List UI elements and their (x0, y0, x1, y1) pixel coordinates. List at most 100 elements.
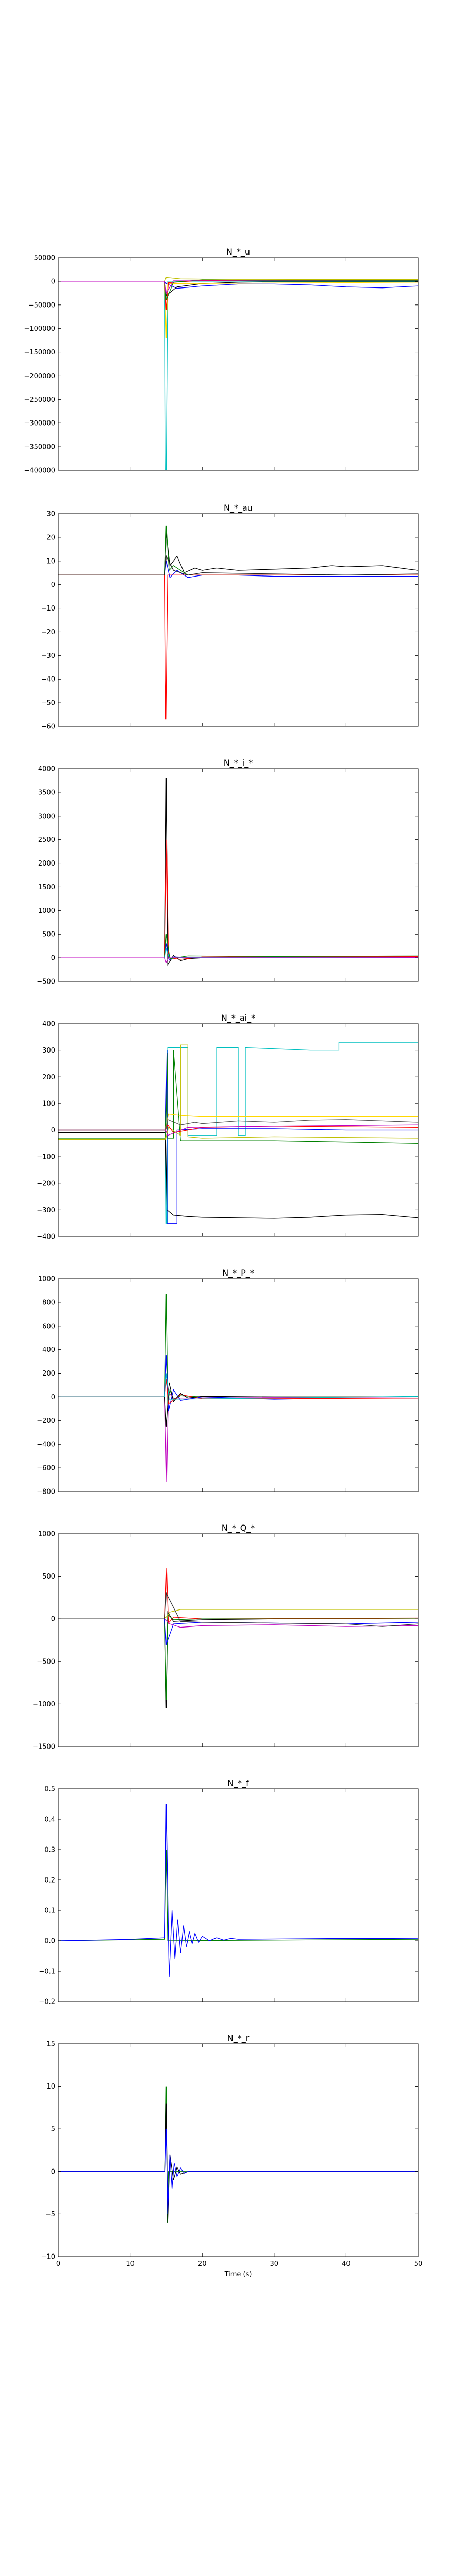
y-tick-label: 800 (42, 1299, 55, 1307)
series-line-3 (58, 1614, 418, 1700)
series-line-5 (58, 1382, 418, 1427)
subplot-title: N_*_ai_* (221, 1013, 255, 1023)
y-tick-label: −100000 (24, 325, 55, 333)
x-tick-label: 0 (56, 2260, 60, 2268)
y-tick-label: −20 (41, 629, 55, 636)
series-line-6 (58, 279, 418, 300)
y-tick-label: 10 (46, 2083, 55, 2091)
subplot-title: N_*_i_* (224, 758, 253, 768)
y-tick-label: 0.5 (44, 1786, 55, 1793)
axes-frame (58, 257, 419, 471)
series-line-2 (58, 1804, 418, 1977)
y-tick-label: 1000 (38, 1531, 55, 1538)
subplot-4: N_*_ai_* 400 300 200 100 0 −100 −200 −300 −400 (37, 1013, 419, 1241)
series-group (58, 525, 418, 720)
series-line-3 (58, 1355, 418, 1412)
series-line-3 (58, 281, 418, 470)
y-tick-label: 1000 (38, 1276, 55, 1283)
y-tick-label: −0.2 (39, 1998, 55, 2006)
y-tick-label: −600 (37, 1465, 55, 1472)
subplot-title: N_*_P_* (222, 1268, 254, 1278)
y-tick-label: 2000 (38, 860, 55, 868)
y-tick-label: 30 (46, 511, 55, 518)
axes-frame (58, 2043, 419, 2257)
series-line-4 (58, 934, 418, 959)
y-tick-label: −1000 (32, 1701, 55, 1708)
series-line-3 (58, 1050, 418, 1224)
subplot-title: N_*_u (226, 247, 250, 257)
series-line-4 (58, 281, 418, 338)
y-tick-label: 0.3 (44, 1846, 55, 1854)
axes-frame (58, 1533, 419, 1747)
subplot-title: N_*_Q_* (222, 1523, 255, 1533)
x-axis-label: Time (s) (224, 2270, 252, 2278)
subplot-6: N_*_Q_* 1000 500 0 −500 −1000 −1500 (32, 1523, 419, 1751)
y-tick-label: 50000 (34, 255, 55, 262)
series-line-1 (58, 2086, 418, 2223)
series-line-9 (58, 1118, 418, 1131)
y-tick-label: 0.4 (44, 1816, 55, 1824)
y-tick-label: −250000 (24, 396, 55, 404)
x-tick-label: 50 (414, 2260, 423, 2268)
series-line-2 (58, 839, 418, 960)
subplot-title: N_*_au (224, 503, 253, 513)
subplot-7: N_*_f 0.5 0.4 0.3 0.2 0.1 0.0 −0.1 −0.2 (39, 1778, 419, 2006)
series-line-4 (58, 574, 418, 720)
axes-frame (58, 1788, 419, 2002)
y-tick-label: −10 (41, 2253, 55, 2261)
y-tick-label: −40 (41, 676, 55, 684)
y-tick-label: −400 (37, 1441, 55, 1449)
series-group (58, 1042, 418, 1224)
series-line-1 (58, 778, 418, 967)
y-tick-label: −10 (41, 605, 55, 613)
y-tick-label: −500 (37, 1658, 55, 1666)
subplot-3: N_*_i_* 4000 3500 3000 2500 2000 1500 1000 500 0 −… (37, 758, 419, 986)
y-tick-label: −300 (37, 1207, 55, 1214)
y-tick-label: −0.1 (39, 1968, 55, 1976)
y-tick-label: 5 (51, 2126, 55, 2133)
series-line-6 (58, 957, 418, 964)
x-tick-label: 30 (270, 2260, 279, 2268)
series-line-2 (58, 2103, 418, 2223)
y-tick-label: −100 (37, 1154, 55, 1161)
y-tick-label: 0.2 (44, 1877, 55, 1885)
x-tick-label: 40 (342, 2260, 351, 2268)
series-group (58, 1568, 418, 1708)
subplot-2: N_*_au 30 20 10 0 −10 −20 −30 −40 −50 −60 (41, 503, 419, 731)
y-tick-label: 10 (46, 557, 55, 565)
y-tick-label: 200 (42, 1074, 55, 1081)
y-tick-label: −1500 (32, 1743, 55, 1751)
y-tick-label: 200 (42, 1370, 55, 1378)
series-line-6 (58, 1373, 418, 1400)
y-tick-label: 0 (51, 1127, 55, 1134)
y-tick-label: −400000 (24, 467, 55, 475)
y-tick-label: −200 (37, 1180, 55, 1188)
y-tick-label: 600 (42, 1323, 55, 1330)
y-tick-label: −50000 (28, 301, 55, 309)
y-tick-label: 3000 (38, 812, 55, 820)
subplot-5: N_*_P_* 1000 800 600 400 200 0 −200 −400 −600 −800 (37, 1268, 419, 1496)
y-tick-label: −60 (41, 723, 55, 731)
series-line-3 (58, 525, 418, 575)
y-tick-label: 100 (42, 1100, 55, 1108)
series-line-2 (58, 532, 418, 575)
y-tick-label: 0 (51, 581, 55, 589)
y-tick-label: −300000 (24, 420, 55, 428)
y-tick-label: −200 (37, 1417, 55, 1425)
y-tick-label: 15 (46, 2041, 55, 2048)
y-tick-label: 1500 (38, 884, 55, 891)
subplot-title: N_*_r (227, 2033, 250, 2043)
y-tick-label: 0.1 (44, 1907, 55, 1915)
y-tick-label: 500 (42, 1573, 55, 1581)
y-tick-label: −500 (37, 978, 55, 986)
y-tick-label: 0 (51, 1616, 55, 1623)
y-tick-label: −800 (37, 1488, 55, 1496)
series-group (58, 1804, 418, 1977)
series-line-8 (58, 280, 418, 294)
subplot-1: N_*_u 50000 0 −50000 −100000 −150000 −200000 −2… (24, 247, 419, 475)
y-tick-label: −200000 (24, 372, 55, 380)
series-line-1 (58, 281, 418, 289)
y-tick-label: −350000 (24, 444, 55, 451)
series-group (58, 277, 418, 470)
